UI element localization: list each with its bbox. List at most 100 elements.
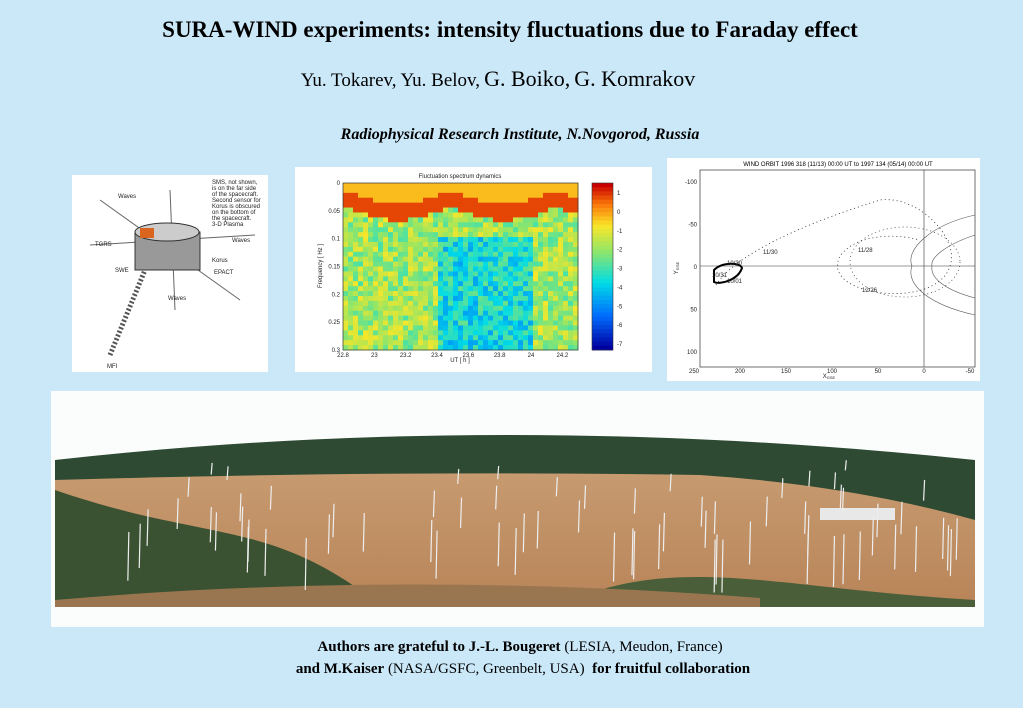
y-tick-label: 0.05 [328,209,340,215]
heat-cell [428,335,434,341]
heat-cell [393,256,399,262]
heat-cell [408,183,414,189]
colorbar-cell [592,262,613,267]
heat-cell [383,202,389,208]
heat-cell [368,256,374,262]
heat-cell [528,217,534,223]
heat-cell [453,251,459,258]
heat-cell [568,202,574,208]
panorama-photo [51,391,984,627]
heat-cell [503,241,509,248]
heat-cell [468,183,474,189]
heat-cell [493,217,499,223]
heat-cell [383,276,389,282]
heat-cell [373,192,379,199]
heat-cell [428,261,434,267]
heat-cell [418,217,424,223]
heat-cell [488,295,494,302]
heat-cell [388,281,394,287]
colorbar-cell [592,333,613,338]
heat-cell [343,266,349,272]
heat-cell [498,183,504,189]
heat-cell [343,345,349,351]
heat-cell [348,222,354,228]
heat-cell [498,192,504,199]
antenna-pole [946,525,950,571]
heat-cell [378,212,384,218]
heat-cell [543,335,549,341]
heat-cell [428,187,434,194]
heat-cell [538,261,544,267]
antenna-pole [362,513,365,552]
heat-cell [358,232,364,238]
heat-cell [353,237,359,243]
heat-cell [358,217,364,223]
heat-cell [493,232,499,238]
heat-cell [478,345,484,351]
heat-cell [563,305,569,312]
heat-cell [568,305,574,312]
heat-cell [513,207,519,213]
heat-cell [383,261,389,267]
heat-cell [423,325,429,331]
y-tick-label: -50 [688,223,697,229]
heat-cell [538,340,544,346]
heat-cell [383,266,389,272]
y-tick-label: 0 [337,181,341,187]
heat-cell [508,281,514,287]
heat-cell [343,183,349,189]
heat-cell [383,315,389,321]
heat-cell [468,251,474,258]
heat-cell [428,197,434,204]
heat-cell [543,261,549,267]
heat-cell [568,256,574,262]
heat-cell [413,183,419,189]
heat-cell [498,305,504,312]
heat-cell [368,232,374,238]
heat-cell [513,335,519,341]
heat-cell [523,192,529,199]
footer-text: for fruitful collaboration [585,661,751,677]
heat-cell [378,281,384,287]
antenna-pole [435,530,438,579]
heat-cell [383,192,389,199]
heat-cell [398,300,404,307]
heat-cell [463,207,469,213]
heat-cell [498,325,504,331]
heat-cell [493,276,499,282]
heat-cell [343,232,349,238]
heat-cell [558,227,564,233]
heat-cell [358,340,364,346]
footer-text: and M.Kaiser [296,661,385,677]
heat-cell [448,271,454,277]
heat-cell [403,271,409,277]
heat-cell [523,295,529,302]
heat-cell [498,251,504,258]
heat-cell [433,251,439,258]
heat-cell [423,217,429,223]
heat-cell [393,276,399,282]
heat-cell [468,310,474,317]
heat-cell [368,345,374,351]
heat-cell [433,192,439,199]
heat-cell [368,286,374,292]
heat-cell [468,295,474,302]
heat-cell [558,340,564,346]
heat-cell [453,325,459,331]
heat-cell [548,246,554,253]
heat-cell [398,345,404,351]
heat-cell [573,340,579,346]
colorbar-label: 0 [617,210,621,216]
heat-cell [433,335,439,341]
heat-cell [553,232,559,238]
heat-cell [523,335,529,341]
heat-cell [383,197,389,204]
heat-cell [478,207,484,213]
heat-cell [348,202,354,208]
footer-text: (NASA/GSFC, Greenbelt, USA) [384,661,584,677]
heat-cell [443,286,449,292]
heat-cell [398,286,404,292]
heat-cell [508,305,514,312]
heat-cell [373,345,379,351]
heat-cell [463,345,469,351]
